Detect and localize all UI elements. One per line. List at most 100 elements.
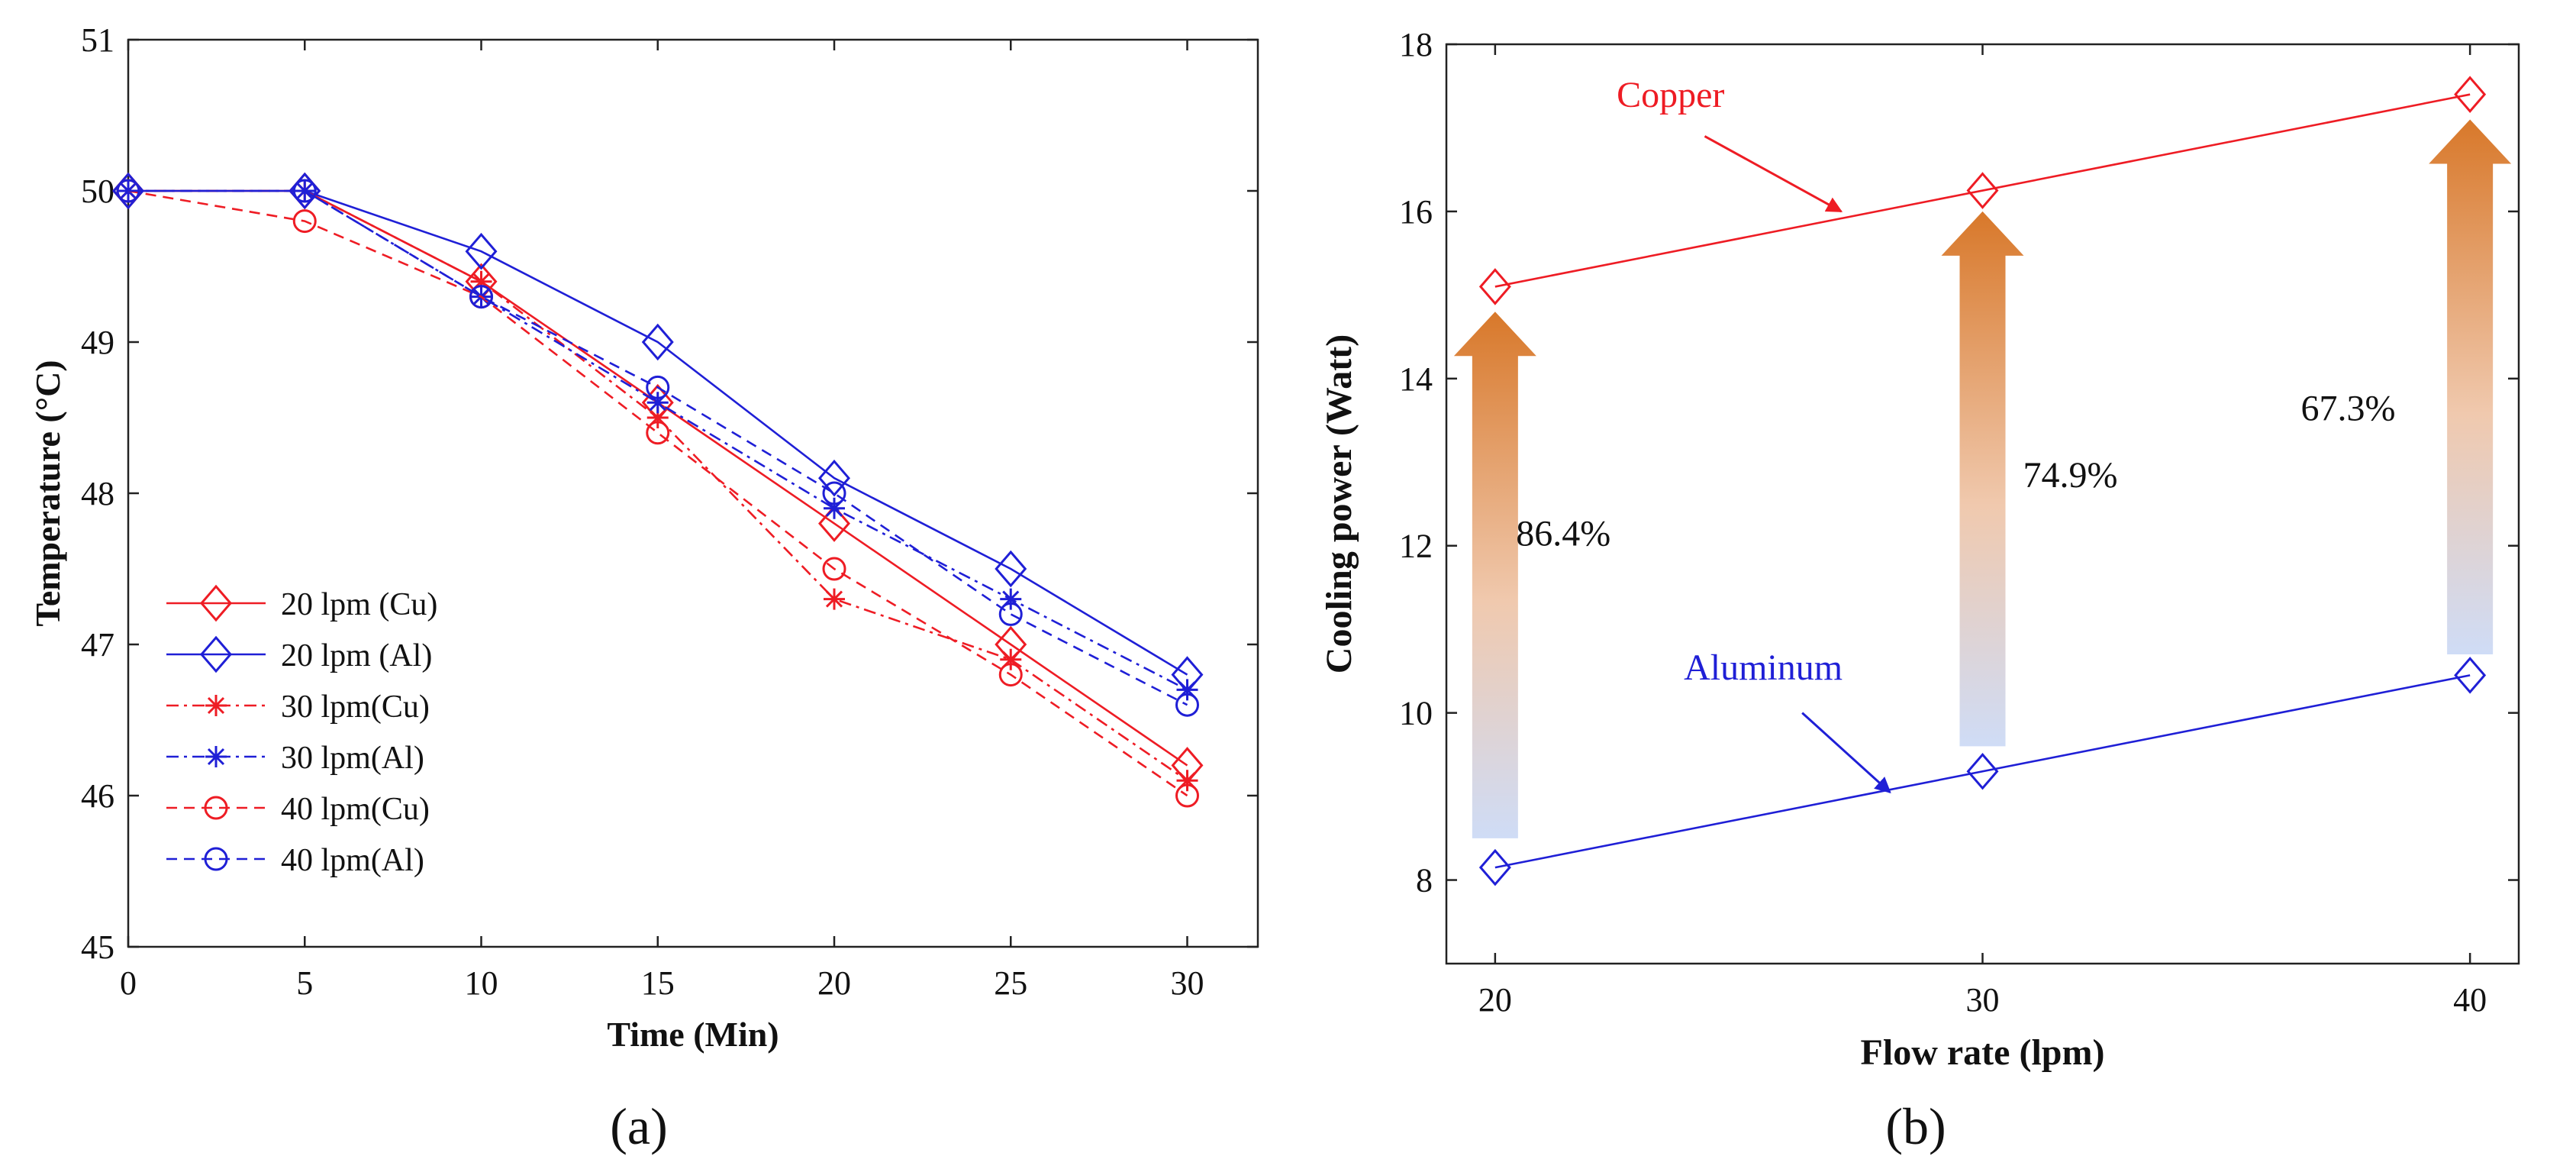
data-point: [646, 407, 669, 428]
y-axis-label: Cooling power (Watt): [1319, 334, 1359, 673]
legend-marker: [204, 796, 228, 820]
y-tick-label: 49: [81, 324, 114, 361]
series-30-lpm-al-: [118, 180, 1198, 701]
y-tick-label: 51: [81, 21, 114, 59]
data-point: [818, 505, 850, 542]
panel-label-a: (a): [610, 1097, 667, 1155]
data-point: [1000, 588, 1022, 610]
improvement-arrow-shape: [2429, 119, 2512, 655]
data-point: [824, 497, 845, 519]
x-tick-label: 20: [1478, 981, 1512, 1019]
panel-label-b: (b): [1885, 1097, 1946, 1155]
x-tick-label: 30: [1171, 964, 1204, 1002]
data-point: [1966, 752, 1999, 790]
data-point: [646, 421, 670, 445]
legend-entry: 40 lpm(Al): [166, 843, 424, 878]
data-point: [998, 602, 1023, 626]
improvement-label: 67.3%: [2300, 389, 2395, 429]
data-point: [465, 232, 498, 270]
improvement-label: 86.4%: [1516, 514, 1610, 554]
data-point: [995, 550, 1027, 588]
legend-label: 20 lpm (Cu): [281, 587, 437, 622]
series-line: [1494, 674, 2471, 869]
y-tick-label: 45: [81, 928, 114, 966]
improvement-arrow: 86.4%: [1453, 312, 1610, 838]
data-point: [646, 375, 670, 399]
legend-entry: 40 lpm(Cu): [166, 792, 430, 827]
legend-label: 30 lpm(Al): [281, 741, 424, 776]
data-point: [2454, 76, 2487, 113]
y-tick-label: 50: [81, 173, 114, 210]
data-point: [1478, 848, 1511, 886]
series-30-lpm-cu-: [118, 180, 1198, 792]
data-point: [1176, 679, 1198, 701]
data-point: [116, 179, 140, 203]
data-point: [822, 481, 846, 505]
legend-entry: 30 lpm(Cu): [166, 689, 430, 725]
legend-label: 40 lpm(Al): [281, 843, 424, 878]
series-20-lpm-cu-: [112, 172, 1204, 784]
x-tick-label: 10: [465, 964, 498, 1002]
legend-label: 30 lpm(Cu): [281, 689, 430, 725]
y-tick-label: 8: [1416, 862, 1433, 899]
improvement-arrow-shape: [1941, 211, 2024, 747]
x-axis-label: Time (Min): [607, 1015, 779, 1054]
chart-temperature-vs-time: 0 5 10 15 20 25 30 45 46 47 48 49 50 51 Time (Min) Temp…: [28, 21, 1259, 1054]
legend-marker: [204, 847, 228, 871]
data-point: [1478, 268, 1511, 305]
improvement-arrow: 67.3%: [2300, 119, 2512, 655]
x-tick-label: 25: [994, 964, 1027, 1002]
series-annotation-arrow: [1704, 135, 1843, 213]
y-tick-label: 18: [1399, 26, 1433, 63]
legend-entry: 20 lpm (Al): [166, 635, 432, 673]
series-line: [128, 189, 1188, 706]
improvement-label: 74.9%: [2023, 455, 2117, 496]
data-point: [822, 557, 846, 581]
y-tick-label: 48: [81, 475, 114, 512]
data-point: [470, 270, 492, 292]
data-point: [818, 459, 850, 497]
series-line: [128, 189, 1188, 767]
data-point: [998, 663, 1023, 687]
legend-marker: [200, 584, 232, 622]
data-point: [824, 588, 845, 610]
data-point: [1175, 693, 1199, 717]
y-tick-label: 46: [81, 777, 114, 815]
series-annotation-arrow: [1801, 712, 1891, 794]
x-tick-label: 40: [2453, 981, 2487, 1019]
legend-marker: [205, 695, 227, 716]
x-axis-label: Flow rate (lpm): [1861, 1032, 2105, 1073]
legend: 20 lpm (Cu) 20 lpm (Al) 30 lpm(Cu) 30 lpm(A…: [166, 584, 437, 878]
data-point: [2454, 657, 2487, 694]
legend-entry: 30 lpm(Al): [166, 741, 424, 776]
series-copper: [1478, 76, 2487, 305]
legend-marker: [200, 635, 232, 673]
series-aluminum: [1478, 657, 2487, 886]
data-point: [641, 323, 674, 361]
series-40-lpm-al-: [116, 179, 1199, 717]
y-tick-label: 16: [1399, 193, 1433, 231]
improvement-arrow: 74.9%: [1941, 211, 2117, 747]
chart-cooling-power-vs-flow-rate: 20 30 40 8 10 12 14 16 18 86.4% 74.9% 67.3% Copper Al…: [1319, 26, 2520, 1073]
data-point: [1176, 770, 1198, 792]
series-line: [127, 189, 1188, 797]
data-point: [469, 285, 493, 309]
series-40-lpm-cu-: [116, 179, 1199, 808]
legend-label: 20 lpm (Al): [281, 638, 432, 673]
series-line: [1494, 93, 2471, 288]
x-tick-label: 30: [1966, 981, 2000, 1019]
data-point: [1175, 783, 1199, 808]
y-axis-label: Temperature (°C): [28, 360, 67, 626]
data-point: [292, 179, 317, 203]
y-tick-label: 12: [1399, 528, 1433, 565]
legend-label: 40 lpm(Cu): [281, 792, 430, 827]
x-tick-label: 5: [296, 964, 313, 1002]
data-point: [1000, 648, 1022, 670]
x-tick-label: 20: [817, 964, 851, 1002]
series-annotation-label: Aluminum: [1684, 647, 1843, 688]
data-point: [292, 209, 317, 234]
y-tick-label: 10: [1399, 695, 1433, 732]
y-tick-label: 14: [1399, 360, 1433, 398]
data-point: [646, 392, 669, 414]
